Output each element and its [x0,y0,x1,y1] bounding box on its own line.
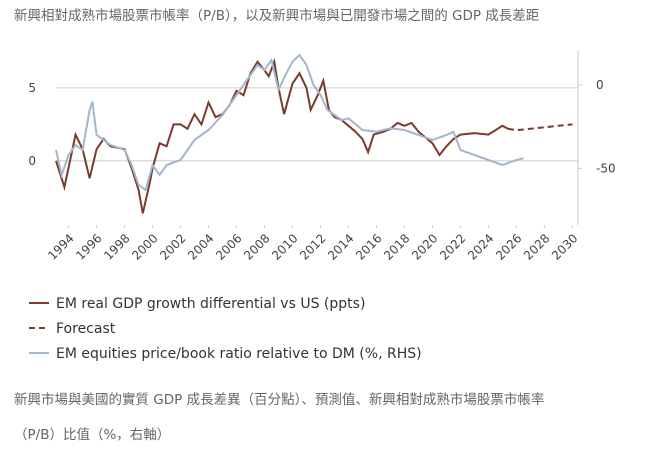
legend-label: EM real GDP growth differential vs US (p… [56,296,365,312]
caption: 新興市場與美國的實質 GDP 成長差異（百分點）、預測值、新興相對成熟市場股票市… [14,392,545,408]
x-tick-label: 2020 [409,231,440,262]
x-tick-label: 1994 [45,231,76,262]
x-tick-label: 2004 [185,231,216,262]
x-tick-label: 2006 [213,231,244,262]
x-tick-label: 2030 [549,231,580,262]
legend-label: Forecast [56,321,116,337]
y-tick-label: 0 [28,154,36,168]
x-tick-label: 2008 [241,231,272,262]
series-line [55,53,524,192]
x-tick-label: 2018 [381,231,412,262]
y-tick-label: 5 [28,81,36,95]
chart-title: 新興相對成熟市場股票市帳率（P/B），以及新興市場與已開發市場之間的 GDP 成… [14,8,540,24]
x-tick-label: 2012 [297,231,328,262]
x-tick-label: 2010 [269,231,300,262]
x-tick-label: 2022 [437,231,468,262]
y2-tick-label: 0 [596,78,604,92]
x-tick-label: 2028 [521,231,552,262]
legend-label: EM equities price/book ratio relative to… [56,346,422,362]
x-tick-label: 2026 [493,231,524,262]
y2-tick-label: -50 [596,161,616,175]
x-tick-label: 2014 [325,231,356,262]
series-line [55,57,509,214]
x-tick-label: 1996 [73,231,104,262]
x-tick-label: 1998 [101,231,132,262]
series-line [507,123,573,132]
x-tick-label: 2024 [465,231,496,262]
caption: （P/B）比值（%，右軸） [14,427,171,443]
x-tick-label: 2002 [157,231,188,262]
x-tick-label: 2000 [129,231,160,262]
x-tick-label: 2016 [353,231,384,262]
